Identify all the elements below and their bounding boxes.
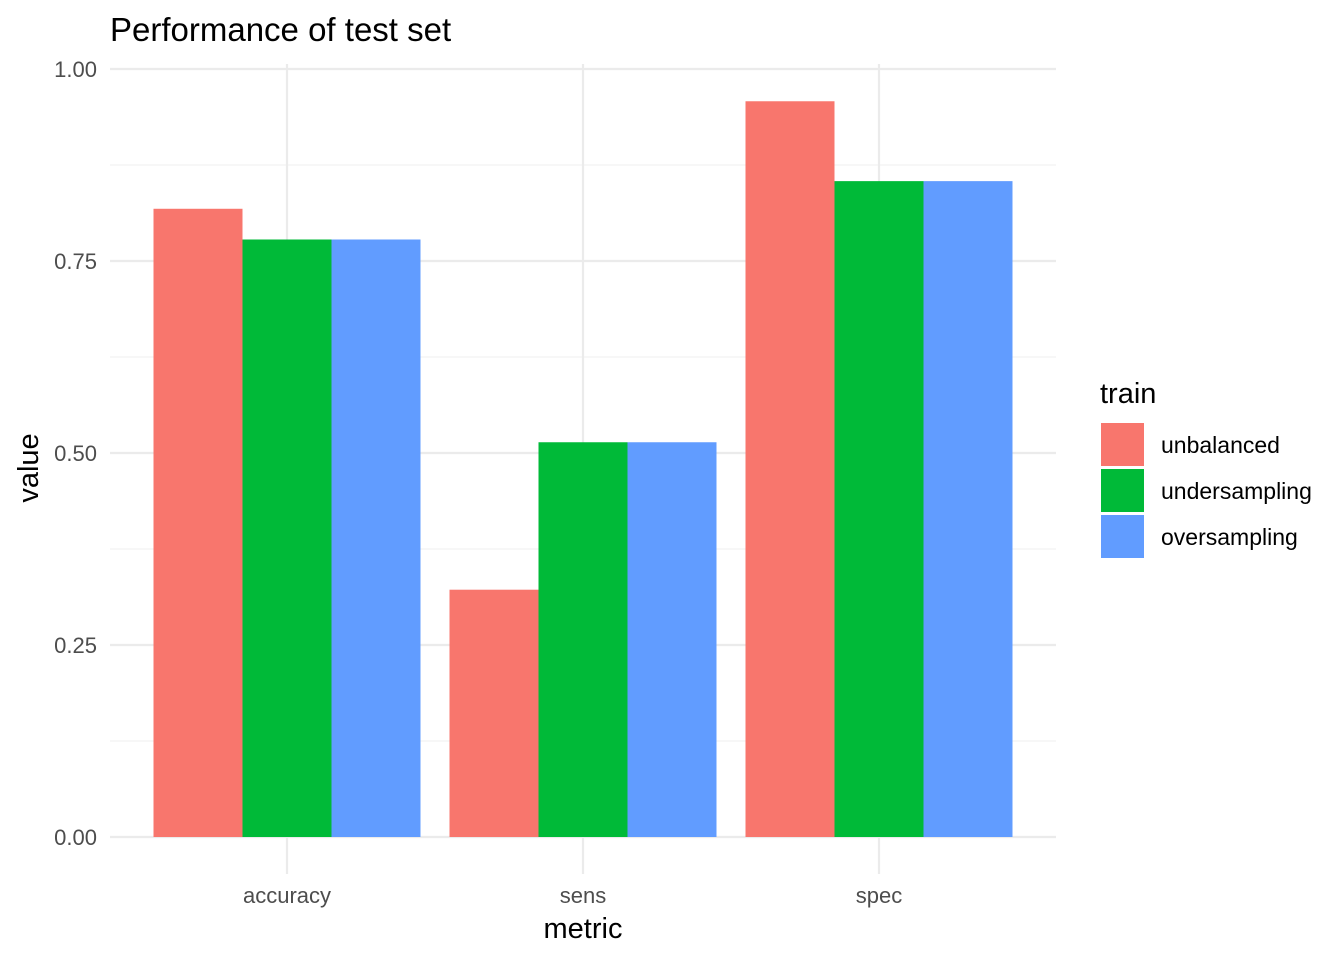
bar-sens-undersampling xyxy=(538,442,628,837)
legend-title: train xyxy=(1100,378,1156,410)
x-axis-title: metric xyxy=(544,913,623,945)
bar-sens-unbalanced xyxy=(449,589,539,837)
legend-label-undersampling: undersampling xyxy=(1161,478,1312,504)
legend-items: unbalanced undersampling oversampling xyxy=(1101,423,1312,558)
legend-key-unbalanced xyxy=(1101,423,1144,466)
x-tick-label: accuracy xyxy=(243,883,331,908)
legend: train unbalanced undersampling oversamplin… xyxy=(1100,378,1312,558)
y-tick-label: 0.50 xyxy=(54,441,97,466)
bar-accuracy-undersampling xyxy=(242,239,332,838)
axis-layer: 0.00 0.25 0.50 0.75 1.00 accuracy sens spec xyxy=(54,57,902,908)
y-tick-label: 0.00 xyxy=(54,825,97,850)
bar-spec-oversampling xyxy=(923,181,1013,838)
bar-accuracy-unbalanced xyxy=(153,208,243,837)
x-tick-label: sens xyxy=(560,883,606,908)
y-tick-label: 0.25 xyxy=(54,633,97,658)
y-axis-title: value xyxy=(13,433,45,502)
chart-title: Performance of test set xyxy=(110,11,451,48)
y-tick-label: 0.75 xyxy=(54,249,97,274)
bar-spec-unbalanced xyxy=(745,101,835,838)
legend-label-oversampling: oversampling xyxy=(1161,524,1298,550)
y-tick-label: 1.00 xyxy=(54,57,97,82)
legend-label-unbalanced: unbalanced xyxy=(1161,432,1280,458)
bar-layer xyxy=(153,101,1013,838)
bar-sens-oversampling xyxy=(627,442,717,837)
legend-key-oversampling xyxy=(1101,515,1144,558)
bar-accuracy-oversampling xyxy=(331,239,421,838)
legend-key-undersampling xyxy=(1101,469,1144,512)
x-tick-label: spec xyxy=(856,883,902,908)
bar-spec-undersampling xyxy=(834,181,924,838)
